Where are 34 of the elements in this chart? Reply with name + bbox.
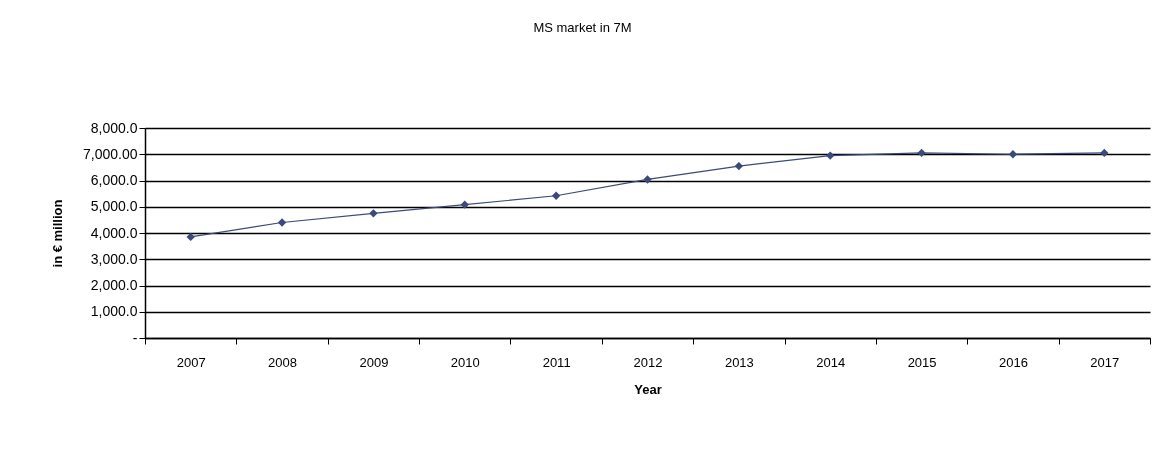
- y-tick-label: 8,000.0: [90, 119, 138, 136]
- point: [369, 209, 378, 218]
- chart-title: MS market in 7M: [533, 20, 632, 35]
- x-tick-label: 2007: [176, 354, 206, 370]
- x-tick-label: 2008: [268, 354, 298, 370]
- x-tick-label: 2013: [724, 354, 754, 370]
- y-tick-label: 7,000.00: [83, 145, 138, 162]
- x-tick-label: 2016: [998, 354, 1028, 370]
- y-tick-label: 6,000.0: [90, 172, 138, 188]
- point: [917, 148, 926, 158]
- x-axis-title: Year: [634, 381, 662, 397]
- x-tick-label: 2017: [1090, 354, 1120, 370]
- y-tick-label: 1,000.0: [90, 303, 138, 320]
- y-axis-title: in € million: [50, 199, 65, 268]
- x-tick-label: 2009: [359, 354, 389, 370]
- point: [186, 232, 195, 242]
- x-tick-label: 2010: [450, 354, 480, 370]
- y-tick-label: 2,000.0: [90, 277, 138, 293]
- point: [277, 218, 287, 227]
- x-tick-label: 2011: [542, 354, 571, 370]
- y-tick-label: 3,000.0: [90, 250, 138, 267]
- point: [734, 161, 744, 171]
- y-tick-label: 5,000.0: [90, 198, 138, 215]
- x-tick-label: 2012: [633, 354, 663, 370]
- y-tick-label: 4,000.0: [90, 224, 138, 241]
- point: [1008, 150, 1018, 159]
- point: [826, 151, 835, 160]
- y-tick-label: -: [132, 329, 138, 346]
- point: [1100, 148, 1109, 158]
- point: [643, 175, 652, 184]
- x-tick-label: 2015: [907, 354, 937, 370]
- point: [460, 200, 469, 209]
- point: [551, 191, 561, 200]
- x-tick-label: 2014: [816, 354, 846, 370]
